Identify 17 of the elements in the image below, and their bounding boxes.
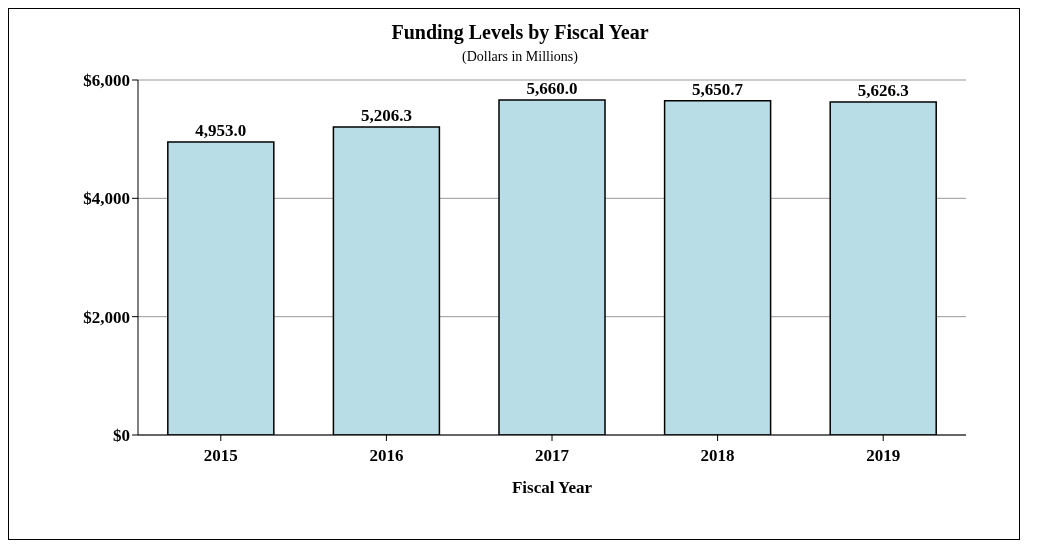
x-tick-label: 2015	[203, 446, 238, 466]
y-tick-label: $0	[113, 426, 130, 446]
data-label: 5,660.0	[526, 79, 578, 99]
x-tick-label: 2018	[700, 446, 735, 466]
data-label: 5,650.7	[692, 79, 744, 99]
x-tick-label: 2019	[866, 446, 901, 466]
x-tick-label: 2017	[535, 446, 570, 466]
x-axis-title: Fiscal Year	[511, 478, 593, 497]
chart-title: Funding Levels by Fiscal Year	[390, 21, 650, 44]
chart-subtitle: (Dollars in Millions)	[461, 49, 579, 65]
data-label: 5,626.3	[857, 81, 909, 101]
data-label: 4,953.0	[195, 120, 247, 140]
y-tick-label: $2,000	[83, 307, 130, 327]
data-label: 5,206.3	[360, 105, 412, 125]
y-tick-label: $4,000	[83, 189, 130, 209]
x-tick-label: 2016	[369, 446, 404, 466]
y-tick-label: $6,000	[83, 71, 130, 91]
